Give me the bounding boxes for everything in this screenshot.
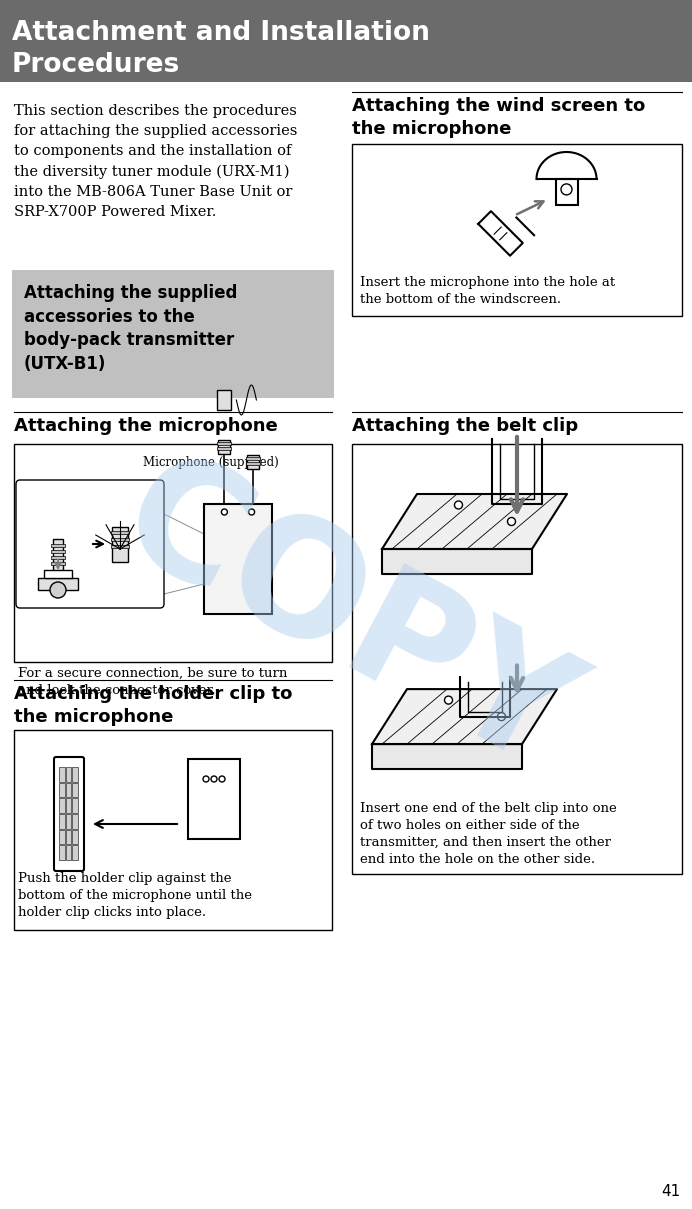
Text: Attaching the wind screen to
the microphone: Attaching the wind screen to the microph… — [352, 97, 645, 138]
Circle shape — [455, 501, 462, 509]
Circle shape — [444, 696, 453, 704]
Circle shape — [221, 509, 228, 515]
Bar — [246, 462, 260, 465]
Bar — [217, 447, 231, 450]
Bar — [73, 814, 78, 828]
Bar — [246, 457, 260, 459]
Text: Microphone (supplied): Microphone (supplied) — [143, 456, 279, 469]
Polygon shape — [478, 212, 522, 256]
Text: Insert one end of the belt clip into one
of two holes on either side of the
tran: Insert one end of the belt clip into one… — [360, 802, 617, 866]
Circle shape — [498, 712, 505, 721]
Bar — [111, 531, 129, 534]
Circle shape — [203, 776, 209, 782]
Circle shape — [507, 517, 516, 526]
Bar — [66, 767, 71, 782]
Bar — [188, 759, 240, 839]
Bar — [66, 814, 71, 828]
Bar — [51, 556, 65, 559]
Bar — [59, 767, 64, 782]
Bar — [66, 782, 71, 797]
Bar — [59, 814, 64, 828]
Text: 41: 41 — [661, 1184, 680, 1199]
Bar — [66, 798, 71, 812]
Text: Attaching the supplied
accessories to the
body-pack transmitter
(UTX-B1): Attaching the supplied accessories to th… — [24, 284, 237, 372]
Circle shape — [561, 184, 572, 195]
Bar — [247, 455, 259, 469]
Text: Push the holder clip against the
bottom of the microphone until the
holder clip : Push the holder clip against the bottom … — [18, 872, 252, 919]
FancyBboxPatch shape — [54, 757, 84, 870]
Circle shape — [219, 776, 225, 782]
Bar — [59, 829, 64, 844]
Text: This section describes the procedures
for attaching the supplied accessories
to : This section describes the procedures fo… — [14, 104, 298, 219]
Text: Attaching the holder clip to
the microphone: Attaching the holder clip to the microph… — [14, 686, 293, 725]
Bar — [51, 544, 65, 546]
Polygon shape — [382, 494, 567, 549]
Bar — [219, 440, 230, 455]
Bar — [59, 782, 64, 797]
Polygon shape — [372, 744, 522, 769]
Circle shape — [211, 776, 217, 782]
Bar — [217, 391, 231, 410]
Bar — [53, 539, 63, 571]
Text: Insert the microphone into the hole at
the bottom of the windscreen.: Insert the microphone into the hole at t… — [360, 276, 615, 306]
Text: Attachment and Installation: Attachment and Installation — [12, 21, 430, 46]
Bar — [59, 798, 64, 812]
Bar — [73, 798, 78, 812]
Bar — [66, 845, 71, 860]
Bar — [111, 545, 129, 548]
Bar — [59, 845, 64, 860]
Bar — [0, 0, 692, 82]
Polygon shape — [382, 549, 532, 574]
Text: Attaching the microphone: Attaching the microphone — [14, 417, 277, 435]
Circle shape — [50, 582, 66, 598]
Bar — [217, 442, 231, 445]
Polygon shape — [536, 152, 597, 179]
Bar — [112, 527, 128, 562]
Bar — [44, 569, 72, 578]
Text: Procedures: Procedures — [12, 52, 180, 79]
Bar — [66, 829, 71, 844]
Text: COPY: COPY — [95, 438, 597, 803]
Bar — [38, 578, 78, 590]
Bar — [14, 730, 332, 930]
Text: For a secure connection, be sure to turn
and lock the connector cover.: For a secure connection, be sure to turn… — [18, 667, 287, 698]
Bar — [12, 270, 334, 398]
Bar — [73, 782, 78, 797]
Text: Attaching the belt clip: Attaching the belt clip — [352, 417, 578, 435]
Bar — [73, 829, 78, 844]
Bar — [111, 538, 129, 540]
Bar — [14, 444, 332, 663]
Bar — [51, 562, 65, 565]
Bar — [51, 550, 65, 553]
Bar — [352, 144, 682, 316]
FancyBboxPatch shape — [16, 480, 164, 608]
Bar — [73, 845, 78, 860]
Bar — [204, 504, 272, 614]
Bar — [352, 444, 682, 874]
Circle shape — [248, 509, 255, 515]
Bar — [73, 767, 78, 782]
Bar — [556, 179, 578, 206]
Polygon shape — [372, 689, 557, 744]
